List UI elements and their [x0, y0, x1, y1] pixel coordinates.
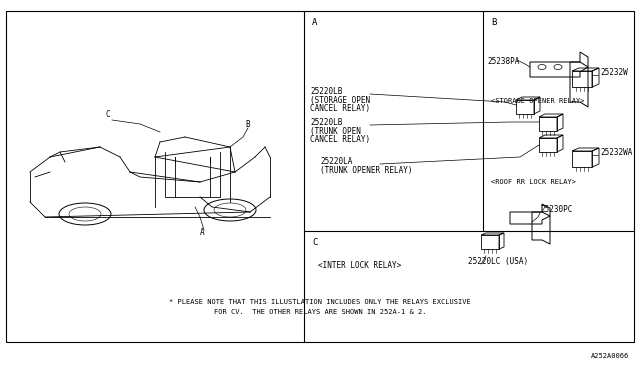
Text: B: B [492, 18, 497, 27]
Text: <ROOF RR LOCK RELAY>: <ROOF RR LOCK RELAY> [492, 179, 576, 185]
Bar [539, 117, 557, 131]
Text: 25230PC: 25230PC [540, 205, 572, 214]
Text: <INTER LOCK RELAY>: <INTER LOCK RELAY> [318, 261, 401, 270]
Text: 25232WA: 25232WA [600, 148, 632, 157]
Text: CANCEL RELAY): CANCEL RELAY) [310, 135, 370, 144]
Text: C: C [105, 110, 109, 119]
Text: CANCEL RELAY): CANCEL RELAY) [310, 104, 370, 113]
Text: FOR CV.  THE OTHER RELAYS ARE SHOWN IN 252A-1 & 2.: FOR CV. THE OTHER RELAYS ARE SHOWN IN 25… [214, 309, 426, 315]
Bar [6, 11, 634, 342]
Bar [539, 138, 557, 152]
Bar [516, 100, 534, 114]
Text: A: A [312, 18, 317, 27]
Text: 25238PA: 25238PA [487, 57, 520, 66]
Text: C: C [312, 238, 317, 247]
Text: 25232W: 25232W [600, 68, 628, 77]
Text: 25220LB: 25220LB [310, 118, 342, 127]
Text: A252A0066: A252A0066 [591, 353, 630, 359]
Text: A: A [200, 228, 205, 237]
Text: 25220LB: 25220LB [310, 87, 342, 96]
Text: 25220LA: 25220LA [320, 157, 353, 166]
Bar [572, 151, 592, 167]
Text: (TRUNK OPENER RELAY): (TRUNK OPENER RELAY) [320, 166, 413, 175]
Text: 25220LC (USA): 25220LC (USA) [468, 257, 528, 266]
Text: * PLEASE NOTE THAT THIS ILLUSTLATION INCLUDES ONLY THE RELAYS EXCLUSIVE: * PLEASE NOTE THAT THIS ILLUSTLATION INC… [169, 299, 471, 305]
Text: <STORAGE OPENER RELAY>: <STORAGE OPENER RELAY> [492, 98, 585, 104]
Bar [572, 71, 592, 87]
Text: (STORAGE OPEN: (STORAGE OPEN [310, 96, 370, 105]
Text: B: B [245, 120, 250, 129]
Text: (TRUNK OPEN: (TRUNK OPEN [310, 127, 361, 136]
Bar [481, 235, 499, 249]
